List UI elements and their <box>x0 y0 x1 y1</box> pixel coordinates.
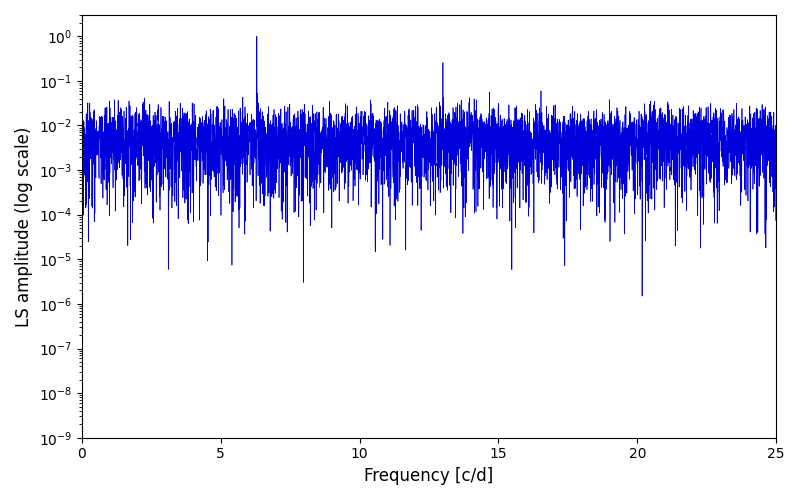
X-axis label: Frequency [c/d]: Frequency [c/d] <box>364 467 494 485</box>
Y-axis label: LS amplitude (log scale): LS amplitude (log scale) <box>15 126 33 326</box>
